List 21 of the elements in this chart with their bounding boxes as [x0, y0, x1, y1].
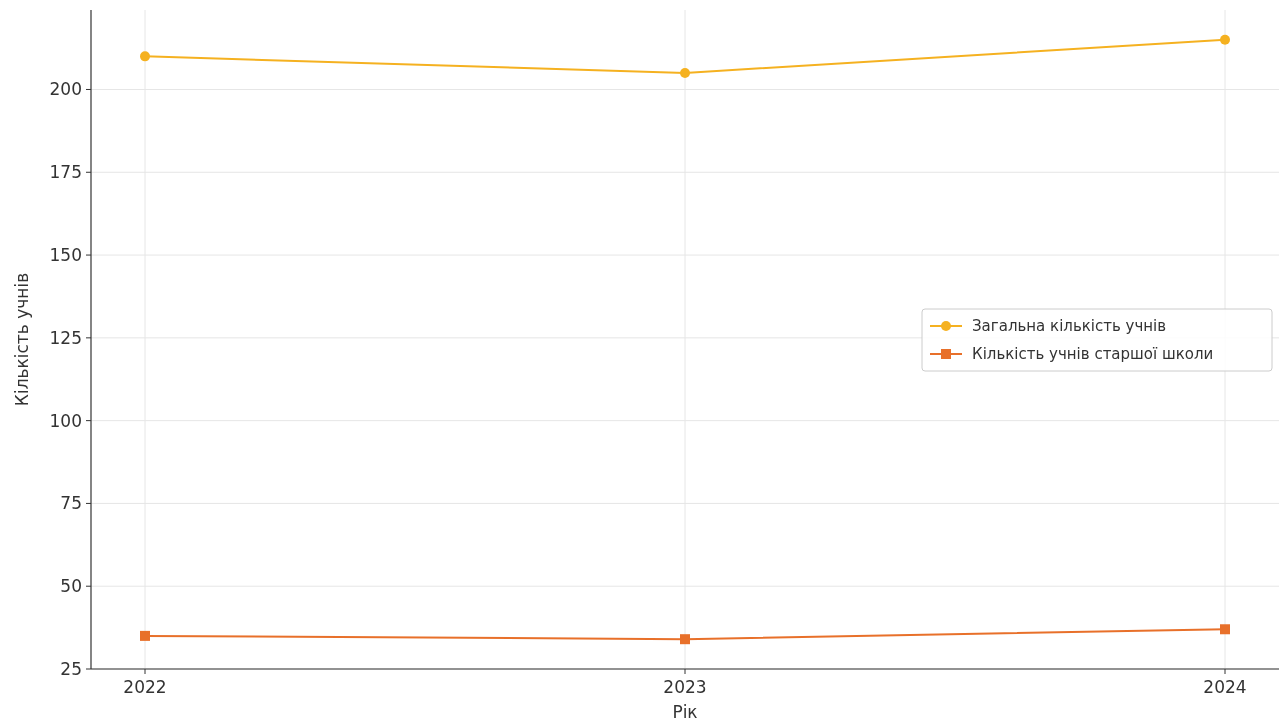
y-tick-label: 125 [49, 327, 82, 348]
y-axis-title: Кількість учнів [12, 272, 32, 407]
x-tick-label: 2024 [1203, 677, 1247, 697]
y-tick-label: 175 [49, 162, 82, 183]
point [140, 630, 150, 641]
y-tick-label: 75 [60, 493, 82, 514]
y-tick-label: 200 [49, 79, 82, 100]
point [1220, 34, 1230, 45]
x-tick-label: 2022 [123, 677, 167, 697]
point [680, 634, 690, 645]
y-tick-label: 50 [60, 576, 82, 597]
y-tick-label: 150 [49, 245, 82, 266]
legend-label: Загальна кількість учнів [972, 317, 1167, 336]
point [1220, 624, 1230, 635]
x-axis-title: Рік [672, 702, 698, 722]
legend-label: Кількість учнів старшої школи [972, 345, 1214, 364]
point [140, 51, 150, 62]
x-tick-label: 2023 [663, 677, 707, 697]
y-tick-label: 25 [60, 658, 82, 679]
y-tick-label: 100 [49, 410, 82, 431]
point [680, 67, 690, 78]
